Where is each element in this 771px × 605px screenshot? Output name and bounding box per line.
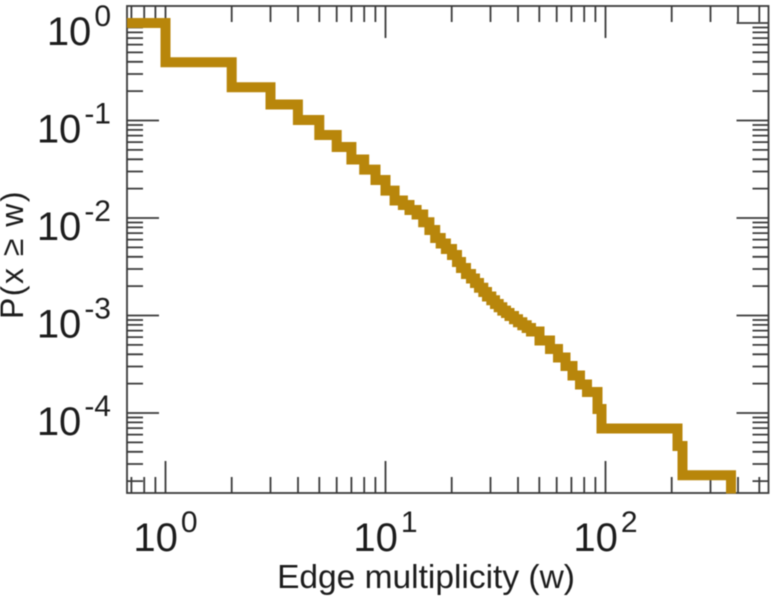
- svg-text:Edge multiplicity (w): Edge multiplicity (w): [277, 559, 575, 596]
- svg-text:P(x ≥ w): P(x ≥ w): [0, 190, 30, 319]
